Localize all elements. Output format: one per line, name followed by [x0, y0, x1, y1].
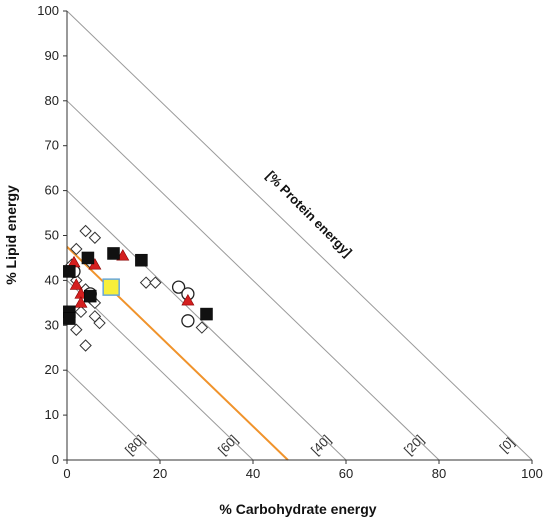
x-tick-label: 20 — [153, 466, 167, 481]
x-tick-label: 0 — [63, 466, 70, 481]
y-tick-label: 40 — [45, 272, 59, 287]
y-tick-label: 10 — [45, 407, 59, 422]
y-axis-label: % Lipid energy — [3, 185, 19, 285]
isoline-label-40: [40] — [308, 432, 334, 458]
x-tick-label: 40 — [246, 466, 260, 481]
square-point — [84, 289, 97, 303]
data-points — [63, 224, 213, 352]
tick-labels: 0 20 40 60 80 100 0 10 20 30 40 50 60 70 80 90 100 — [37, 3, 543, 481]
y-tick-label: 80 — [45, 93, 59, 108]
isoline-label-60: [60] — [215, 432, 241, 458]
y-tick-label: 90 — [45, 48, 59, 63]
diamond-point — [79, 339, 92, 352]
triangle-point — [181, 294, 195, 306]
protein-isolines: [80] [60] [40] [20] [0] — [66, 10, 533, 461]
x-tick-label: 60 — [339, 466, 353, 481]
x-tick-label: 80 — [432, 466, 446, 481]
diamond-point — [149, 276, 162, 289]
isoline-80 — [66, 369, 161, 461]
square-point — [200, 307, 213, 321]
isoline-40 — [66, 190, 347, 461]
triangle-point — [69, 278, 83, 290]
y-tick-label: 100 — [37, 3, 59, 18]
diamond-point — [70, 242, 83, 256]
x-axis-label: % Carbohydrate energy — [219, 501, 376, 517]
diamond-point — [70, 323, 83, 336]
x-tick-label: 100 — [521, 466, 543, 481]
isoline-0 — [66, 10, 533, 461]
y-tick-label: 70 — [45, 138, 59, 153]
y-tick-label: 60 — [45, 183, 59, 198]
isoline-label-80: [80] — [122, 432, 148, 458]
square-point — [107, 247, 120, 260]
triangle-point — [116, 249, 130, 261]
square-point — [63, 265, 76, 278]
diamond-point — [74, 305, 88, 319]
highlight-square-point — [102, 278, 120, 296]
reference-line — [66, 246, 289, 461]
diamond-point — [195, 321, 209, 334]
y-tick-label: 20 — [45, 362, 59, 377]
isoline-label-20: [20] — [401, 432, 427, 458]
diamond-point — [88, 231, 102, 244]
square-point — [135, 253, 148, 267]
isoline-20 — [66, 100, 440, 461]
isoline-60 — [66, 280, 254, 461]
isoline-label-0: [0] — [496, 434, 517, 455]
square-point — [81, 251, 95, 265]
y-tick-label: 0 — [52, 452, 59, 467]
circle-point — [181, 314, 195, 328]
y-tick-label: 50 — [45, 228, 59, 243]
circle-point — [171, 280, 186, 294]
diamond-point — [93, 316, 106, 330]
diamond-point — [139, 276, 153, 289]
y-tick-label: 30 — [45, 317, 59, 332]
triangle-point — [74, 296, 88, 308]
diamond-point — [79, 224, 92, 238]
square-point — [63, 312, 76, 325]
